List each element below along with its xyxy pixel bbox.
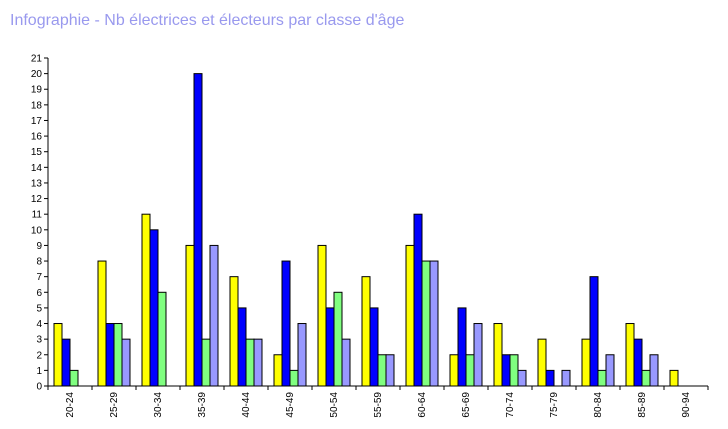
bar: [149, 229, 159, 387]
y-tick-label: 16: [31, 132, 43, 143]
y-tick-label: 1: [36, 366, 42, 377]
x-tick-label: 55-59: [373, 392, 384, 418]
bar: [361, 276, 371, 387]
bar: [317, 244, 327, 387]
bar: [325, 307, 335, 387]
bar: [69, 369, 79, 387]
bar: [157, 291, 167, 387]
y-tick-label: 0: [36, 382, 42, 393]
bar: [669, 369, 679, 387]
bar: [281, 260, 291, 387]
bar: [121, 338, 131, 387]
bar: [253, 338, 263, 387]
bar: [229, 276, 239, 387]
x-tick-label: 25-29: [109, 392, 120, 418]
y-tick-label: 21: [31, 54, 43, 65]
bar: [457, 307, 467, 387]
bar: [369, 307, 379, 387]
bar: [405, 244, 415, 387]
y-tick-label: 18: [31, 100, 43, 111]
y-tick-label: 17: [31, 116, 43, 127]
x-tick-label: 65-69: [461, 392, 472, 418]
bar: [289, 369, 299, 387]
y-tick-label: 5: [36, 303, 42, 314]
y-tick-label: 7: [36, 272, 42, 283]
bar: [517, 369, 527, 387]
bar: [625, 323, 635, 387]
x-tick-label: 35-39: [197, 392, 208, 418]
bar: [597, 369, 607, 387]
bar: [449, 354, 459, 387]
y-tick-label: 8: [36, 257, 42, 268]
bar: [385, 354, 395, 387]
y-tick-label: 6: [36, 288, 42, 299]
bar: [237, 307, 247, 387]
bar: [413, 213, 423, 387]
bar: [649, 354, 659, 387]
bar: [465, 354, 475, 387]
y-tick-label: 20: [31, 69, 43, 80]
bar: [341, 338, 351, 387]
bar: [377, 354, 387, 387]
bar: [193, 73, 203, 387]
bar: [633, 338, 643, 387]
bar: [273, 354, 283, 387]
y-tick-label: 4: [36, 319, 42, 330]
bar: [473, 323, 483, 387]
x-tick-label: 30-34: [153, 392, 164, 418]
bar: [545, 369, 555, 387]
y-tick-label: 10: [31, 225, 43, 236]
x-tick-label: 50-54: [329, 392, 340, 418]
bar: [185, 244, 195, 387]
bar: [141, 213, 151, 387]
bar: [61, 338, 71, 387]
y-tick-label: 11: [32, 210, 43, 221]
bar: [537, 338, 547, 387]
bar: [333, 291, 343, 387]
y-tick-label: 14: [31, 163, 43, 174]
x-tick-label: 70-74: [505, 392, 516, 418]
x-tick-label: 90-94: [681, 392, 692, 418]
y-tick-label: 9: [36, 241, 42, 252]
bar: [605, 354, 615, 387]
y-tick-label: 19: [31, 85, 43, 96]
bar: [509, 354, 519, 387]
x-tick-label: 60-64: [417, 392, 428, 418]
x-tick-label: 80-84: [593, 392, 604, 418]
y-tick-label: 2: [36, 350, 42, 361]
y-tick-label: 15: [31, 147, 43, 158]
bar: [493, 323, 503, 387]
bar: [641, 369, 651, 387]
bar: [581, 338, 591, 387]
x-tick-label: 45-49: [285, 392, 296, 418]
bar: [421, 260, 431, 387]
bar: [53, 323, 63, 387]
bar: [105, 323, 115, 387]
chart-title: Infographie - Nb électrices et électeurs…: [10, 12, 405, 29]
bar: [501, 354, 511, 387]
y-tick-label: 3: [36, 335, 42, 346]
bar: [429, 260, 439, 387]
bar: [209, 244, 219, 387]
bar: [97, 260, 107, 387]
bar: [113, 323, 123, 387]
bar: [297, 323, 307, 387]
bar: [245, 338, 255, 387]
x-tick-label: 40-44: [241, 392, 252, 418]
bar: [589, 276, 599, 387]
y-tick-label: 13: [31, 178, 43, 189]
bar: [561, 369, 571, 387]
y-tick-label: 12: [31, 194, 43, 205]
bar: [201, 338, 211, 387]
x-tick-label: 85-89: [637, 392, 648, 418]
x-tick-label: 20-24: [65, 392, 76, 418]
x-tick-label: 75-79: [549, 392, 560, 418]
